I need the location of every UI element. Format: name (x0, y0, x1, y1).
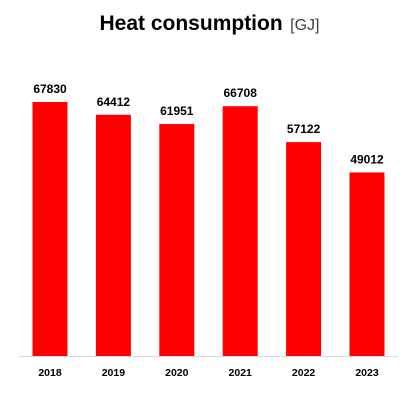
bar-2022 (286, 142, 322, 356)
chart-title-text: Heat consumption (99, 12, 283, 35)
bar-2018 (32, 102, 68, 356)
data-label-2023: 49012 (350, 152, 384, 166)
x-tick-label-2022: 2022 (292, 367, 316, 379)
x-tick-label-2018: 2018 (38, 367, 62, 379)
bar-2023 (349, 172, 385, 356)
x-tick-label-2023: 2023 (355, 367, 379, 379)
x-tick-label-2019: 2019 (102, 367, 126, 379)
bar-2020 (159, 124, 195, 356)
x-tick-label-2021: 2021 (229, 367, 253, 379)
data-label-2022: 57122 (287, 122, 321, 136)
chart-title: Heat consumption [GJ] (0, 12, 419, 36)
bar-2021 (222, 106, 258, 356)
chart-title-unit: [GJ] (290, 17, 320, 34)
data-label-2018: 67830 (33, 82, 67, 96)
data-label-2021: 66708 (224, 86, 258, 100)
bar-2019 (95, 114, 131, 357)
data-label-2019: 64412 (97, 95, 131, 109)
x-tick-label-2020: 2020 (165, 367, 189, 379)
data-label-2020: 61951 (160, 104, 194, 118)
